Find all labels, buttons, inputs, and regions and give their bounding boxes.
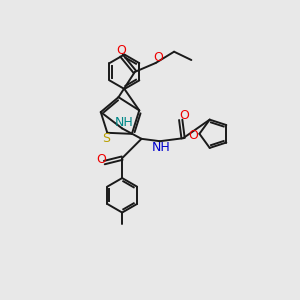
Text: S: S: [102, 132, 110, 145]
Text: O: O: [179, 109, 189, 122]
Text: O: O: [96, 152, 106, 166]
Text: NH: NH: [115, 116, 134, 129]
Text: O: O: [154, 50, 164, 64]
Text: O: O: [188, 129, 198, 142]
Text: NH: NH: [152, 141, 171, 154]
Text: O: O: [116, 44, 126, 57]
